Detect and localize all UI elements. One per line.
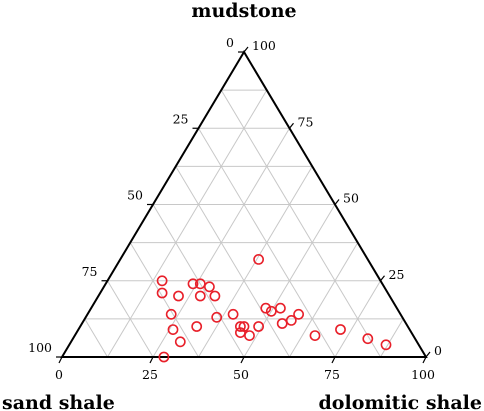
data-point xyxy=(156,275,168,287)
tick-label-right: 100 xyxy=(252,38,276,53)
data-point xyxy=(191,321,203,332)
tick-label-left: 25 xyxy=(173,111,189,126)
data-point xyxy=(165,308,177,320)
data-point xyxy=(203,281,215,293)
grid-line-sand-shale xyxy=(152,204,245,358)
data-point xyxy=(293,308,304,320)
data-point xyxy=(362,333,374,345)
data-point xyxy=(209,290,221,302)
tick-label-right: 0 xyxy=(434,343,442,358)
data-point xyxy=(238,321,250,332)
tick-label-left: 100 xyxy=(28,340,52,355)
data-point xyxy=(265,305,277,317)
data-point xyxy=(234,321,246,332)
data-point xyxy=(187,278,199,290)
data-point xyxy=(253,321,264,332)
tick-bottom xyxy=(422,356,427,364)
data-point xyxy=(211,311,223,323)
data-point xyxy=(194,290,206,302)
grid-line-sand-shale xyxy=(107,280,154,358)
tick-label-bottom: 100 xyxy=(411,367,435,382)
data-point xyxy=(274,302,286,314)
data-points xyxy=(156,253,392,363)
tick-label-right: 25 xyxy=(389,267,405,282)
tick-label-bottom: 75 xyxy=(324,367,340,382)
data-point xyxy=(285,314,297,326)
data-point xyxy=(276,318,288,329)
tick-bottom xyxy=(240,356,245,364)
data-point xyxy=(174,336,186,348)
tick-right xyxy=(243,46,249,53)
right-apex-label: dolomitic shale xyxy=(319,392,482,411)
tick-label-bottom: 0 xyxy=(55,367,63,382)
tick-labels: 0 0 0 25 25 25 50 50 50 75 75 75 100 100 100 xyxy=(28,35,442,382)
tick-label-bottom: 50 xyxy=(233,367,249,382)
tick-label-left: 50 xyxy=(127,188,143,203)
grid-line-dolomitic-shale xyxy=(289,242,359,358)
tick-label-bottom: 25 xyxy=(142,367,158,382)
grid-line-sand-shale xyxy=(220,89,381,358)
grid-line-dolomitic-shale xyxy=(334,280,381,358)
tick-bottom xyxy=(331,356,336,364)
data-point xyxy=(234,327,246,338)
grid-line-dolomitic-shale xyxy=(198,166,313,358)
grid-lines xyxy=(84,89,404,358)
tick-right xyxy=(425,351,431,358)
data-point xyxy=(156,287,168,299)
grid-line-sand-shale xyxy=(175,166,290,358)
tick-right xyxy=(289,122,294,129)
left-apex-label: sand shale xyxy=(2,392,115,411)
tick-label-right: 75 xyxy=(298,114,314,129)
tick-bottom xyxy=(149,356,154,364)
data-point xyxy=(335,324,346,335)
top-apex-label: mudstone xyxy=(191,0,296,22)
grid-line-sand-shale xyxy=(129,242,199,358)
data-point xyxy=(253,253,264,265)
tick-marks xyxy=(56,46,431,364)
grid-line-dolomitic-shale xyxy=(107,89,268,358)
data-point xyxy=(167,324,179,335)
data-point xyxy=(158,351,170,363)
tick-label-right: 50 xyxy=(343,191,359,206)
data-point xyxy=(194,278,206,290)
tick-bottom xyxy=(58,356,63,364)
tick-label-left: 75 xyxy=(82,264,98,279)
grid-line-dolomitic-shale xyxy=(380,318,404,358)
data-point xyxy=(380,339,392,351)
data-point xyxy=(227,308,239,320)
tick-label-left: 0 xyxy=(226,35,234,50)
data-point xyxy=(309,330,321,341)
data-point xyxy=(260,302,272,314)
data-point xyxy=(244,330,255,341)
tick-right xyxy=(380,275,385,282)
tick-right xyxy=(334,199,340,205)
grid-line-sand-shale xyxy=(84,318,108,358)
data-point xyxy=(173,290,184,302)
